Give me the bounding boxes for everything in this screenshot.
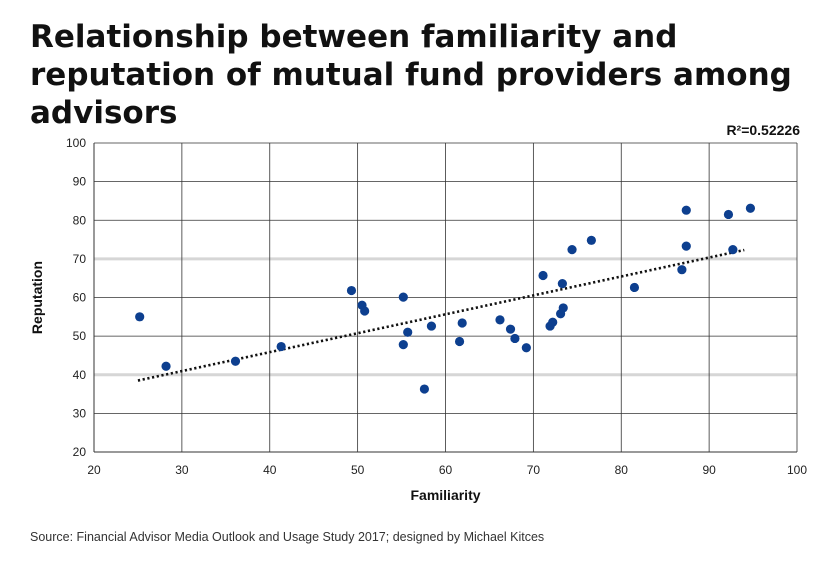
data-point (677, 265, 687, 275)
x-tick-label: 70 (527, 463, 541, 477)
data-point (586, 235, 596, 245)
data-point (510, 333, 520, 344)
grid (93, 142, 798, 453)
data-point (681, 241, 691, 251)
tick-labels: 20 30 40 50 60 70 80 90 100 20 30 40 50 60 70 80 90 100 (66, 136, 807, 477)
data-point (426, 321, 437, 331)
data-point (567, 245, 577, 255)
data-point (745, 203, 756, 213)
data-point (723, 209, 734, 220)
x-axis-title: Familiarity (410, 487, 480, 503)
data-point (681, 205, 691, 215)
y-tick-label: 100 (66, 136, 86, 150)
trendline-layer (137, 248, 745, 382)
data-point (403, 327, 413, 337)
data-point (230, 356, 241, 366)
x-tick-label: 20 (87, 463, 101, 477)
x-tick-label: 50 (351, 463, 365, 477)
y-axis-title: Reputation (29, 261, 45, 334)
data-point (521, 343, 531, 353)
y-tick-label: 40 (73, 368, 87, 382)
data-point (548, 317, 558, 327)
x-tick-label: 80 (615, 463, 629, 477)
data-points (135, 203, 756, 394)
source-note: Source: Financial Advisor Media Outlook … (30, 530, 545, 544)
data-point (346, 285, 357, 296)
data-point (538, 270, 548, 281)
chart-title: Relationship between familiarity and rep… (30, 19, 792, 131)
data-point (629, 282, 640, 293)
data-point (135, 312, 145, 322)
data-point (457, 318, 467, 328)
y-tick-label: 50 (73, 329, 87, 343)
data-point (728, 245, 738, 255)
data-point (454, 336, 465, 347)
trendline (137, 248, 745, 382)
x-tick-label: 90 (702, 463, 716, 477)
x-tick-label: 40 (263, 463, 277, 477)
data-point (161, 361, 171, 371)
data-point (505, 324, 516, 334)
y-tick-label: 90 (73, 175, 87, 189)
y-tick-label: 70 (73, 252, 87, 266)
x-tick-label: 100 (787, 463, 807, 477)
data-point (398, 292, 408, 302)
r-squared-label: R²=0.52226 (726, 122, 800, 138)
y-tick-label: 80 (73, 213, 87, 227)
data-point (276, 341, 286, 352)
data-point (558, 303, 568, 313)
x-tick-label: 60 (439, 463, 453, 477)
scatter-chart: 20 30 40 50 60 70 80 90 100 20 30 40 50 60 70 80 90 100 F… (29, 136, 807, 503)
data-point (398, 340, 408, 350)
y-tick-label: 60 (73, 291, 87, 305)
x-tick-label: 30 (175, 463, 189, 477)
data-point (495, 315, 505, 325)
data-point (557, 278, 567, 289)
y-tick-label: 30 (73, 406, 87, 420)
data-point (419, 384, 430, 394)
y-tick-label: 20 (73, 445, 87, 459)
data-point (360, 306, 370, 316)
